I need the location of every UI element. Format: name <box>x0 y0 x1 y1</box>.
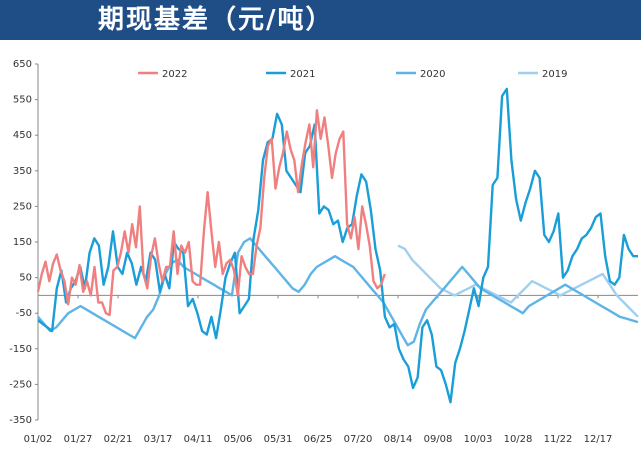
title-banner: 期现基差（元/吨） <box>0 0 641 40</box>
y-tick-label: 450 <box>13 130 32 141</box>
x-tick-label: 09/08 <box>424 434 453 445</box>
x-tick-label: 01/27 <box>64 434 93 445</box>
y-tick-label: 150 <box>13 237 32 248</box>
series-lines <box>36 87 639 404</box>
legend-label-2020: 2020 <box>420 69 445 80</box>
y-tick-label: -150 <box>9 344 32 355</box>
y-tick-label: 650 <box>13 59 32 70</box>
basis-line-chart: 650 550 450 350 250 150 50 -50 -150 -250 -350 01/0… <box>9 59 639 445</box>
y-tick-label: 50 <box>19 273 32 284</box>
x-tick-label: 10/28 <box>504 434 533 445</box>
series-line-2020 <box>37 237 639 347</box>
legend-label-2019: 2019 <box>542 69 567 80</box>
y-axis: 650 550 450 350 250 150 50 -50 -150 -250 -350 <box>9 59 39 426</box>
x-tick-label: 08/14 <box>384 434 413 445</box>
x-tick-label: 07/20 <box>344 434 373 445</box>
y-tick-label: -250 <box>9 379 32 390</box>
y-tick-label: -50 <box>16 308 32 319</box>
chart-title: 期现基差（元/吨） <box>98 5 334 35</box>
x-tick-label: 10/03 <box>464 434 493 445</box>
y-tick-label: 250 <box>13 201 32 212</box>
legend-label-2022: 2022 <box>162 69 187 80</box>
x-tick-label: 04/11 <box>184 434 213 445</box>
x-tick-label: 12/17 <box>584 434 613 445</box>
series-line-2019 <box>397 244 639 318</box>
y-tick-label: 350 <box>13 166 32 177</box>
legend-label-2021: 2021 <box>290 69 315 80</box>
x-tick-label: 06/25 <box>304 434 333 445</box>
x-axis: 01/02 01/27 02/21 03/17 04/11 05/06 05/31 06/25… <box>24 294 638 445</box>
series-line-2021 <box>37 87 638 404</box>
x-tick-label: 11/22 <box>544 434 573 445</box>
legend: 2022 2021 2020 2019 <box>138 69 567 80</box>
x-tick-label: 01/02 <box>24 434 53 445</box>
x-tick-label: 03/17 <box>144 434 173 445</box>
x-tick-label: 05/31 <box>264 434 293 445</box>
series-line-2022 <box>36 109 386 317</box>
x-tick-label: 02/21 <box>104 434 133 445</box>
y-tick-label: -350 <box>9 415 32 426</box>
x-tick-label: 05/06 <box>224 434 253 445</box>
y-tick-label: 550 <box>13 95 32 106</box>
